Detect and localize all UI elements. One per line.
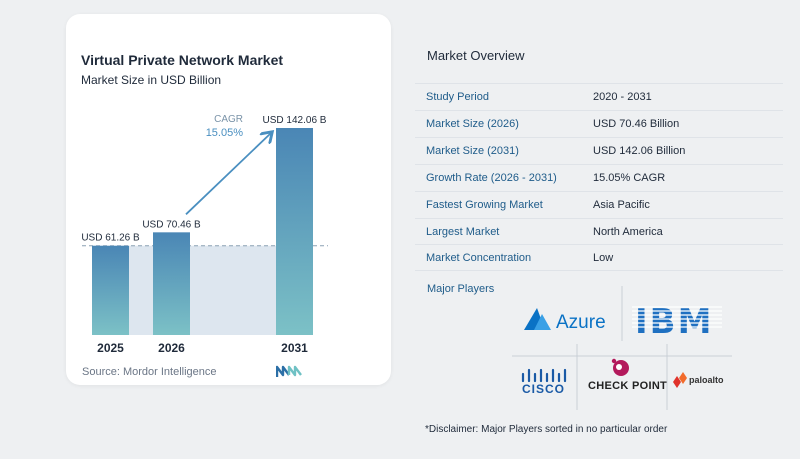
overview-row-growth-rate: Growth Rate (2026 - 2031) 15.05% CAGR bbox=[415, 164, 783, 191]
overview-label: Market Size (2026) bbox=[426, 118, 519, 130]
overview-value: Low bbox=[593, 252, 614, 264]
paloalto-logo-icon bbox=[673, 372, 687, 388]
paloalto-logo-text: paloalto bbox=[689, 375, 724, 385]
bar-2031 bbox=[276, 128, 313, 335]
overview-label: Fastest Growing Market bbox=[426, 199, 543, 211]
azure-logo-icon: Azure bbox=[524, 308, 606, 333]
overview-value: North America bbox=[593, 226, 663, 238]
bar-chart: USD 61.26 B 2025 USD 70.46 B 2026 USD 142.06… bbox=[81, 114, 328, 355]
x-tick-label: 2025 bbox=[97, 341, 124, 355]
checkpoint-logo-icon bbox=[611, 358, 629, 376]
x-tick-label: 2026 bbox=[158, 341, 185, 355]
overview-row-fastest-growing: Fastest Growing Market Asia Pacific bbox=[415, 191, 783, 218]
bar-value-label: USD 142.06 B bbox=[263, 115, 327, 126]
bar-value-label: USD 61.26 B bbox=[81, 233, 140, 244]
cagr-label: CAGR bbox=[214, 114, 243, 125]
ibm-logo-icon: IBM bbox=[632, 302, 722, 342]
players-title: Major Players bbox=[427, 283, 495, 295]
overview-row-market-size-2031: Market Size (2031) USD 142.06 Billion bbox=[415, 137, 783, 164]
overview-row-concentration: Market Concentration Low bbox=[415, 244, 783, 271]
overview-row-study-period: Study Period 2020 - 2031 bbox=[415, 83, 783, 110]
overview-label: Market Size (2031) bbox=[426, 145, 519, 157]
chart-source: Source: Mordor Intelligence bbox=[82, 366, 217, 378]
overview-value: USD 142.06 Billion bbox=[593, 145, 686, 157]
chart-title: Virtual Private Network Market bbox=[81, 52, 284, 68]
chart-card: Virtual Private Network Market Market Si… bbox=[66, 14, 391, 385]
overview-label: Largest Market bbox=[426, 226, 500, 238]
azure-logo-text: Azure bbox=[556, 312, 606, 333]
major-players-logos: Azure IBM CISCO bbox=[512, 286, 732, 410]
overview-row-market-size-2026: Market Size (2026) USD 70.46 Billion bbox=[415, 110, 783, 137]
checkpoint-logo-text: CHECK POINT bbox=[588, 380, 667, 392]
overview-label: Growth Rate (2026 - 2031) bbox=[426, 172, 557, 184]
cagr-arrow bbox=[185, 133, 271, 215]
market-overview-panel: Market Overview Study Period 2020 - 2031… bbox=[415, 0, 800, 459]
overview-value: Asia Pacific bbox=[593, 199, 650, 211]
bar-2026 bbox=[153, 232, 190, 335]
overview-label: Study Period bbox=[426, 91, 489, 103]
overview-value: 15.05% CAGR bbox=[593, 172, 666, 184]
cisco-logo-text: CISCO bbox=[522, 382, 565, 396]
overview-value: USD 70.46 Billion bbox=[593, 118, 680, 130]
cagr-value: 15.05% bbox=[206, 127, 244, 139]
overview-row-largest-market: Largest Market North America bbox=[415, 218, 783, 245]
bar-value-label: USD 70.46 B bbox=[142, 219, 201, 230]
bar-2025 bbox=[92, 245, 129, 335]
ibm-logo-text: IBM bbox=[635, 302, 713, 342]
overview-divider bbox=[415, 270, 783, 271]
cisco-logo-icon bbox=[521, 368, 567, 383]
x-tick-label: 2031 bbox=[281, 341, 308, 355]
disclaimer: *Disclaimer: Major Players sorted in no … bbox=[425, 424, 668, 435]
chart-subtitle: Market Size in USD Billion bbox=[81, 73, 222, 87]
overview-value: 2020 - 2031 bbox=[593, 91, 652, 103]
overview-title: Market Overview bbox=[427, 48, 525, 63]
overview-label: Market Concentration bbox=[426, 252, 532, 264]
mordor-logo-icon bbox=[276, 365, 302, 377]
